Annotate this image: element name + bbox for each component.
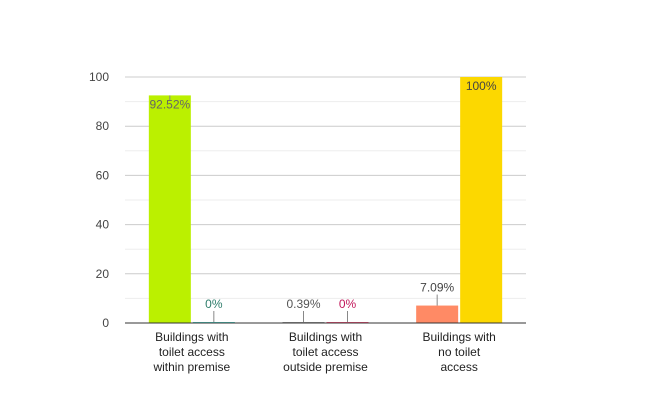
bar[interactable]: [460, 77, 503, 323]
bar[interactable]: [148, 95, 191, 323]
bar[interactable]: [416, 305, 459, 323]
x-category-label: Buildings with no toilet access: [422, 330, 495, 374]
x-category-label: Buildings with toilet access outside premi…: [283, 330, 368, 374]
y-tick-label: 40: [96, 218, 110, 232]
x-axis: Buildings with toilet access within premis…: [125, 322, 526, 374]
gridlines: [125, 76, 526, 299]
y-axis: 0 20 40 60 80 100: [89, 70, 109, 330]
y-tick-label: 80: [96, 119, 110, 133]
data-label: 0%: [205, 297, 223, 311]
data-label: 7.09%: [420, 281, 454, 295]
data-label: 92.52%: [149, 97, 190, 111]
y-tick-label: 60: [96, 168, 110, 182]
x-category-label: Buildings with toilet access within premis…: [152, 330, 230, 374]
data-label: 0.39%: [286, 297, 320, 311]
data-label: 100%: [466, 79, 497, 93]
y-tick-label: 100: [89, 70, 109, 84]
y-tick-label: 20: [96, 267, 110, 281]
y-tick-label: 0: [102, 316, 109, 330]
data-labels: 92.52% 0% 0.39% 0% 7.09% 100%: [149, 79, 497, 322]
data-label: 0%: [339, 297, 357, 311]
bars: [148, 77, 503, 323]
